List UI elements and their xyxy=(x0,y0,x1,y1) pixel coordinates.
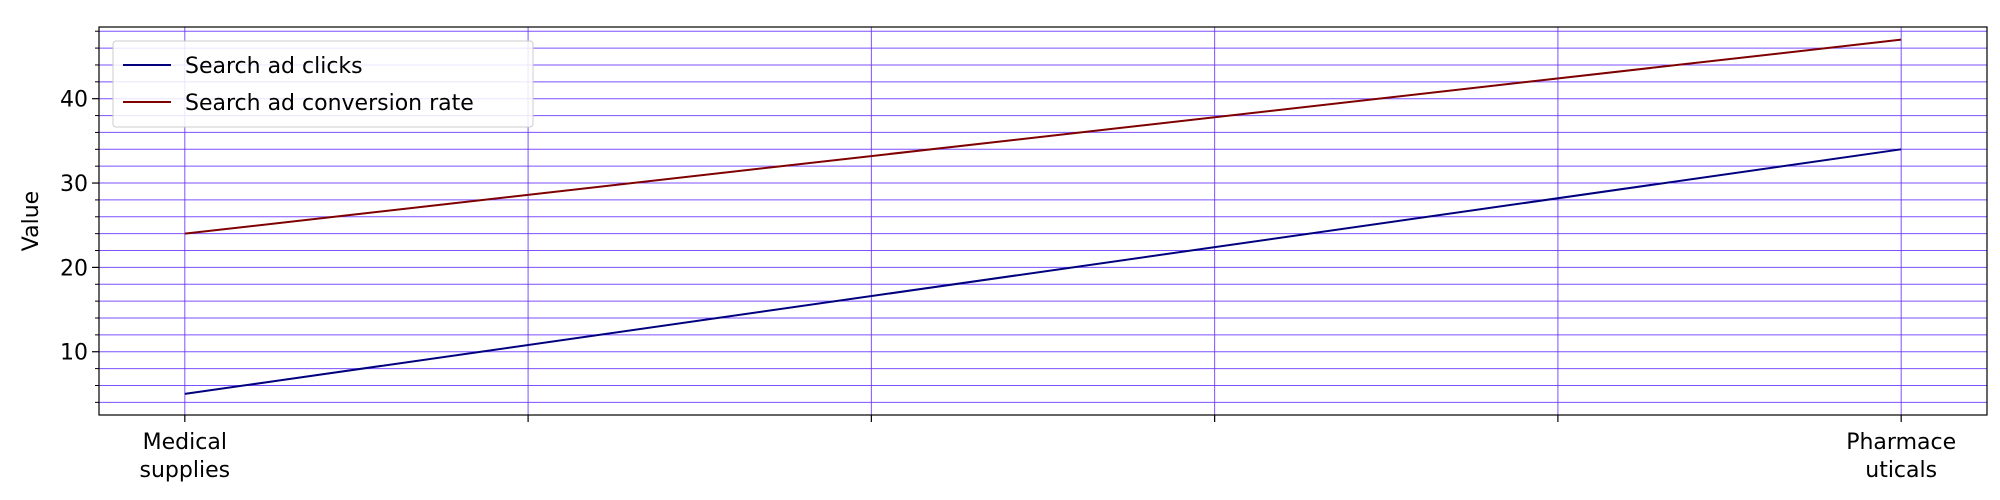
y-tick-label: 30 xyxy=(60,172,88,197)
x-axis: Medical supplies Pharmace uticals xyxy=(140,415,1957,483)
y-tick-label: 10 xyxy=(60,341,88,366)
x-tick-label: Pharmace uticals xyxy=(1846,430,1956,483)
legend-label: Search ad clicks xyxy=(185,54,363,79)
y-axis: 10 20 30 40 xyxy=(60,31,99,402)
x-tick-label: Medical supplies xyxy=(140,430,231,483)
series-line xyxy=(185,149,1901,394)
y-axis-label: Value xyxy=(19,191,44,251)
y-tick-label: 40 xyxy=(60,88,88,113)
y-tick-label: 20 xyxy=(60,256,88,281)
legend: Search ad clicks Search ad conversion rat… xyxy=(113,41,533,127)
legend-label: Search ad conversion rate xyxy=(185,91,474,116)
